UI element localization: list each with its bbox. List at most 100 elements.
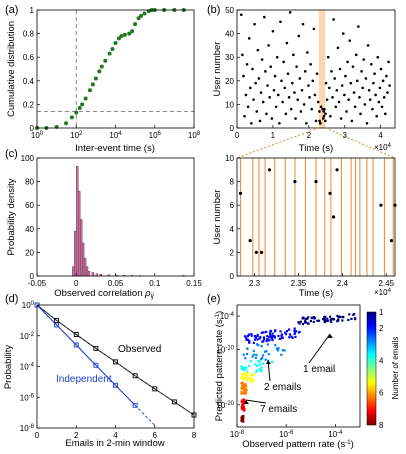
y-tick-label: 10-4 <box>220 312 235 321</box>
panel-b-bottom: Time (s) User number 2.3 2.35 2.4 2.45 0 2 4 6 8… <box>212 154 397 299</box>
event-point <box>245 62 249 66</box>
colorbar-tick-label: 1 <box>379 308 384 317</box>
event-point <box>276 93 280 97</box>
event-point <box>308 96 311 99</box>
event-point <box>314 119 318 123</box>
event-point <box>240 13 243 17</box>
pattern-point <box>283 331 287 334</box>
event-point <box>354 53 358 57</box>
event-point <box>269 65 273 68</box>
panel-label-e: (e) <box>207 293 220 305</box>
y-tick-label: 60 <box>25 201 34 210</box>
panel-c: Observed correlation ρij Probability den… <box>6 154 202 300</box>
pattern-point <box>243 335 247 338</box>
x-tick-label: 108 <box>188 131 201 140</box>
series-marker <box>73 342 79 348</box>
event-point <box>288 11 292 14</box>
pattern-point <box>337 315 341 318</box>
event-point <box>287 96 291 99</box>
event-point <box>350 119 354 123</box>
pattern-point <box>241 381 245 384</box>
pattern-point <box>288 333 292 336</box>
y-tick-label: 10-2 <box>20 332 35 341</box>
pattern-point <box>250 380 253 383</box>
event-point <box>316 100 320 104</box>
pattern-point <box>245 336 248 339</box>
histogram-bar <box>76 166 79 277</box>
series-marker <box>54 322 60 328</box>
cdf-point <box>142 11 147 16</box>
cdf-point <box>77 105 82 110</box>
pattern-point <box>316 319 319 322</box>
event-point <box>266 84 269 87</box>
event-point <box>309 62 312 66</box>
event-point <box>319 121 322 125</box>
cdf-point <box>97 69 102 74</box>
panel-d-ylabel: Probability <box>3 345 14 390</box>
y-tick-label: 50 <box>225 6 234 15</box>
pattern-point <box>246 372 249 375</box>
pattern-point <box>249 360 253 363</box>
event-point <box>248 86 252 90</box>
y-tick-label: 0.2 <box>23 100 35 109</box>
panel-c-frame <box>36 157 195 277</box>
event-point <box>361 86 364 90</box>
y-tick-label: 2 <box>230 248 235 257</box>
pattern-point <box>350 317 353 320</box>
pattern-point <box>298 322 301 325</box>
event-point <box>281 100 284 104</box>
x-tick-label: 10-8 <box>230 430 245 439</box>
event-point <box>246 105 250 109</box>
event-point <box>250 121 253 125</box>
pattern-point <box>240 381 243 385</box>
cdf-point <box>99 64 104 69</box>
pattern-point <box>271 332 274 335</box>
event-point <box>326 55 330 59</box>
event-point <box>254 81 257 85</box>
pattern-point <box>262 340 265 343</box>
pattern-point <box>252 353 255 356</box>
colorbar-tick-label: 8 <box>379 421 384 430</box>
pattern-point <box>251 373 255 377</box>
event-point <box>385 74 388 78</box>
pattern-point <box>248 364 251 367</box>
pattern-point <box>259 336 262 339</box>
event-point <box>279 20 282 24</box>
panel-label-b: (b) <box>207 4 220 16</box>
event-point <box>293 180 297 184</box>
cdf-point <box>110 46 115 51</box>
event-point <box>348 39 352 42</box>
y-tick-label: 10 <box>225 100 234 109</box>
event-point <box>353 105 357 109</box>
event-point <box>256 48 260 52</box>
pattern-point <box>245 389 248 392</box>
pattern-point <box>250 334 253 337</box>
event-point <box>359 112 362 116</box>
pattern-point <box>263 350 267 353</box>
event-point <box>322 114 326 118</box>
histogram-bar <box>78 190 81 277</box>
panel-e-xlabel: Observed pattern rate (s-1) <box>242 439 353 450</box>
pattern-point <box>307 322 310 325</box>
cdf-point <box>107 51 112 56</box>
panel-d-xlabel: Emails in 2-min window <box>65 438 164 449</box>
event-point <box>321 107 324 111</box>
pattern-point <box>269 334 272 337</box>
pattern-point <box>297 331 300 334</box>
pattern-point <box>288 336 291 339</box>
pattern-point <box>312 320 315 323</box>
event-point <box>376 55 380 59</box>
pattern-point <box>253 338 257 341</box>
pattern-point <box>341 315 344 319</box>
event-point <box>377 100 381 104</box>
pattern-point <box>252 379 255 382</box>
event-point <box>242 74 245 78</box>
event-point <box>286 72 290 76</box>
event-point <box>293 91 296 94</box>
event-point <box>260 58 264 61</box>
y-tick-label: 0.8 <box>23 30 35 39</box>
panel-a-ylabel: Cumulative distribution <box>6 21 17 117</box>
event-point <box>363 103 367 106</box>
pattern-point <box>256 335 259 338</box>
event-point <box>294 117 297 120</box>
